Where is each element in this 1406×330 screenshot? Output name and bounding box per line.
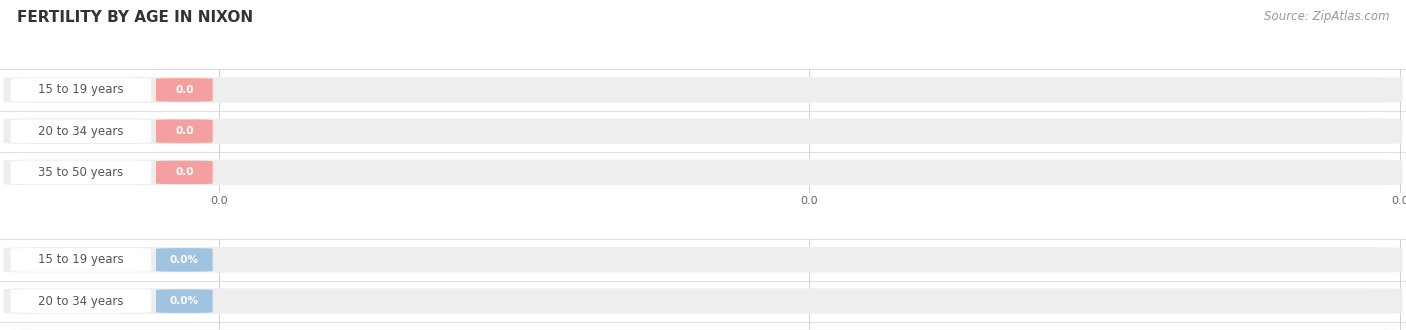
FancyBboxPatch shape bbox=[4, 288, 1402, 314]
Text: 0.0: 0.0 bbox=[176, 85, 194, 95]
FancyBboxPatch shape bbox=[4, 160, 1402, 185]
FancyBboxPatch shape bbox=[156, 78, 212, 102]
Text: 0.0%: 0.0% bbox=[170, 296, 198, 306]
Text: 35 to 50 years: 35 to 50 years bbox=[38, 166, 124, 179]
FancyBboxPatch shape bbox=[11, 161, 152, 184]
FancyBboxPatch shape bbox=[11, 289, 152, 313]
FancyBboxPatch shape bbox=[156, 248, 212, 272]
FancyBboxPatch shape bbox=[11, 248, 152, 272]
FancyBboxPatch shape bbox=[4, 77, 1402, 103]
FancyBboxPatch shape bbox=[4, 247, 1402, 273]
Text: 20 to 34 years: 20 to 34 years bbox=[38, 125, 124, 138]
Text: Source: ZipAtlas.com: Source: ZipAtlas.com bbox=[1264, 10, 1389, 23]
FancyBboxPatch shape bbox=[156, 119, 212, 143]
FancyBboxPatch shape bbox=[156, 289, 212, 313]
FancyBboxPatch shape bbox=[4, 118, 1402, 144]
Text: 0.0%: 0.0% bbox=[170, 255, 198, 265]
Text: 15 to 19 years: 15 to 19 years bbox=[38, 83, 124, 96]
FancyBboxPatch shape bbox=[11, 119, 152, 143]
Text: 0.0: 0.0 bbox=[176, 167, 194, 178]
Text: 0.0: 0.0 bbox=[176, 126, 194, 136]
Text: 15 to 19 years: 15 to 19 years bbox=[38, 253, 124, 266]
FancyBboxPatch shape bbox=[11, 78, 152, 102]
Text: FERTILITY BY AGE IN NIXON: FERTILITY BY AGE IN NIXON bbox=[17, 10, 253, 25]
FancyBboxPatch shape bbox=[156, 161, 212, 184]
Text: 20 to 34 years: 20 to 34 years bbox=[38, 295, 124, 308]
